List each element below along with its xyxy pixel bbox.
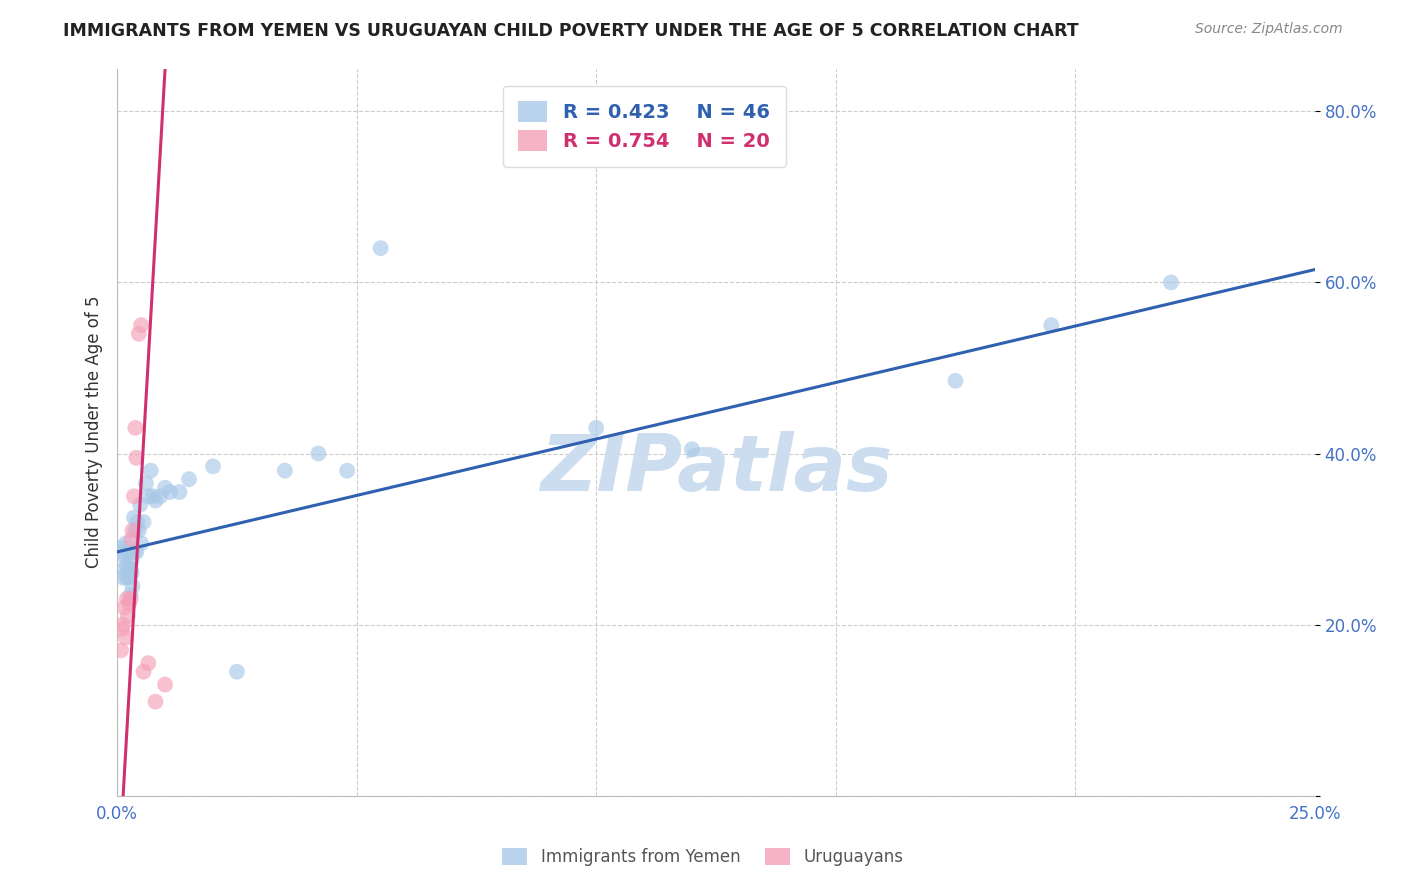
Point	[125, 450, 148, 465]
Point	[121, 524, 143, 538]
Point	[1160, 276, 1182, 290]
Point	[153, 677, 176, 691]
Point	[111, 617, 134, 632]
Point	[128, 326, 150, 341]
Text: IMMIGRANTS FROM YEMEN VS URUGUAYAN CHILD POVERTY UNDER THE AGE OF 5 CORRELATION : IMMIGRANTS FROM YEMEN VS URUGUAYAN CHILD…	[63, 22, 1078, 40]
Point	[118, 596, 141, 610]
Point	[121, 579, 143, 593]
Point	[117, 545, 139, 559]
Point	[135, 476, 157, 491]
Legend: R = 0.423    N = 46, R = 0.754    N = 20: R = 0.423 N = 46, R = 0.754 N = 20	[503, 86, 786, 167]
Point	[136, 489, 159, 503]
Point	[226, 665, 249, 679]
Point	[681, 442, 703, 457]
Point	[111, 622, 134, 636]
Point	[142, 489, 165, 503]
Point	[120, 588, 142, 602]
Point	[122, 545, 145, 559]
Point	[1040, 318, 1063, 333]
Point	[132, 665, 155, 679]
Point	[274, 464, 297, 478]
Point	[110, 643, 132, 657]
Point	[120, 562, 142, 576]
Point	[112, 600, 135, 615]
Point	[117, 609, 139, 624]
Point	[125, 545, 148, 559]
Point	[159, 485, 181, 500]
Text: Source: ZipAtlas.com: Source: ZipAtlas.com	[1195, 22, 1343, 37]
Point	[122, 489, 145, 503]
Point	[145, 493, 167, 508]
Point	[136, 656, 159, 670]
Point	[307, 446, 329, 460]
Point	[127, 515, 149, 529]
Point	[121, 553, 143, 567]
Point	[336, 464, 359, 478]
Point	[124, 524, 146, 538]
Point	[111, 571, 134, 585]
Point	[115, 558, 138, 572]
Point	[149, 489, 172, 503]
Point	[129, 318, 152, 333]
Legend: Immigrants from Yemen, Uruguayans: Immigrants from Yemen, Uruguayans	[489, 834, 917, 880]
Point	[110, 545, 132, 559]
Point	[139, 464, 162, 478]
Point	[112, 562, 135, 576]
Point	[177, 472, 200, 486]
Point	[129, 536, 152, 550]
Y-axis label: Child Poverty Under the Age of 5: Child Poverty Under the Age of 5	[86, 296, 103, 568]
Point	[132, 515, 155, 529]
Point	[129, 498, 152, 512]
Point	[585, 421, 607, 435]
Point	[115, 591, 138, 606]
Point	[115, 571, 138, 585]
Point	[370, 241, 392, 255]
Point	[121, 566, 143, 581]
Point	[201, 459, 224, 474]
Point	[114, 631, 136, 645]
Point	[169, 485, 191, 500]
Point	[153, 481, 176, 495]
Point	[120, 591, 142, 606]
Point	[111, 541, 134, 555]
Point	[112, 549, 135, 564]
Point	[118, 562, 141, 576]
Point	[114, 536, 136, 550]
Point	[945, 374, 967, 388]
Point	[118, 571, 141, 585]
Text: ZIPatlas: ZIPatlas	[540, 431, 891, 507]
Point	[121, 532, 143, 546]
Point	[145, 695, 167, 709]
Point	[128, 524, 150, 538]
Point	[122, 510, 145, 524]
Point	[124, 421, 146, 435]
